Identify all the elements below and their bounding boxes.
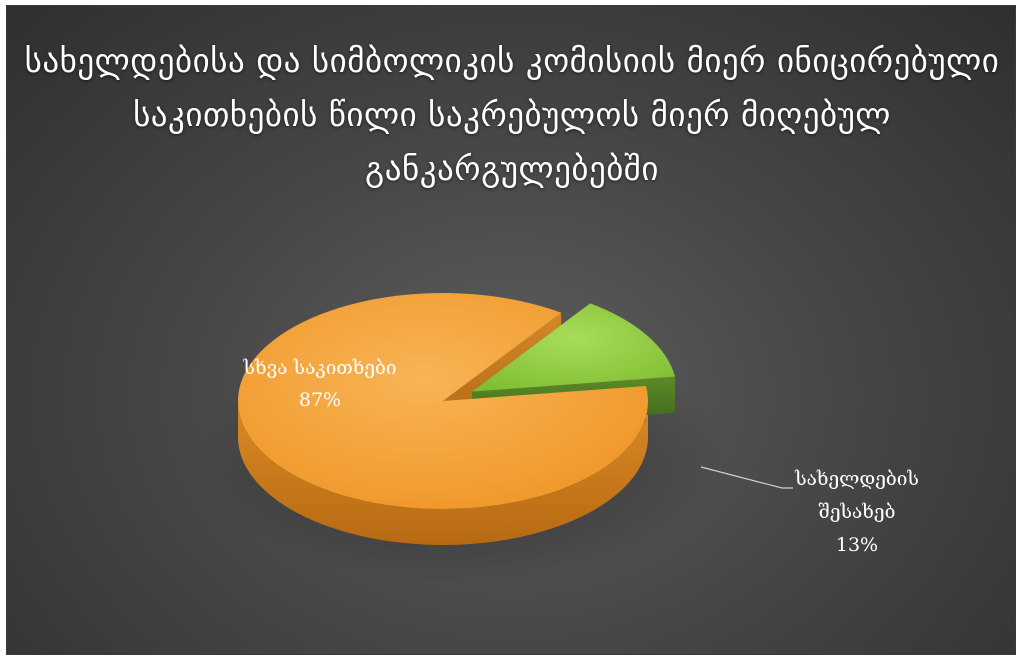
slice-label-1-line-1: შესახებ — [819, 501, 896, 523]
slice-value-1: 13% — [836, 534, 878, 556]
slice-value-0: 87% — [299, 389, 341, 411]
slice-label-0: სხვა საკითხები — [243, 357, 397, 379]
chart-title: სახელდებისა და სიმბოლიკის კომისიის მიერ … — [24, 41, 1000, 188]
slice-label-1-line-0: სახელდების — [794, 468, 919, 490]
pie-chart: სხვა საკითხები 87% სახელდების შესახებ 13% — [198, 293, 919, 585]
leader-line-1 — [700, 466, 793, 489]
slice-top-0 — [238, 293, 648, 510]
slice-top-1 — [472, 303, 676, 392]
chart-area: სახელდებისა და სიმბოლიკის კომისიის მიერ … — [6, 5, 1016, 655]
